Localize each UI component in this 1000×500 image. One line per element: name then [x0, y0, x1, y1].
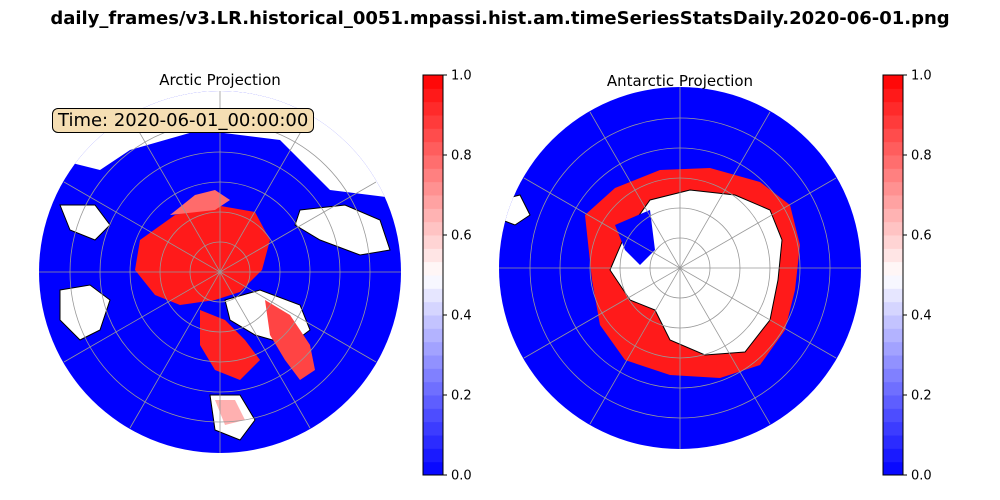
- arctic-colorbar-level: [423, 88, 443, 103]
- antarctic-colorbar-level: [883, 128, 903, 143]
- arctic-colorbar-level: [423, 435, 443, 449]
- antarctic-colorbar-tick-label: 1.0: [911, 69, 932, 84]
- antarctic-colorbar-fill: [883, 75, 903, 476]
- antarctic-colorbar-level: [883, 341, 903, 356]
- arctic-sea-ice-baffin: [265, 300, 315, 380]
- arctic-colorbar-tick-label: 0.6: [451, 229, 472, 244]
- antarctic-open-water: [615, 210, 655, 265]
- arctic-colorbar-level: [423, 235, 443, 249]
- arctic-colorbar-level: [423, 328, 443, 343]
- arctic-colorbar-tick-label: 0.4: [451, 309, 472, 324]
- arctic-colorbar-level: [423, 315, 443, 329]
- antarctic-colorbar-level: [883, 408, 903, 423]
- antarctic-colorbar-level: [883, 248, 903, 263]
- arctic-colorbar-level: [423, 141, 443, 156]
- arctic-colorbar-level: [423, 288, 443, 303]
- arctic-colorbar-level: [423, 461, 443, 476]
- arctic-colorbar-level: [423, 221, 443, 236]
- antarctic-colorbar-level: [883, 381, 903, 396]
- arctic-colorbar-level: [423, 248, 443, 263]
- antarctic-colorbar-level: [883, 461, 903, 476]
- arctic-land-siberia: [294, 204, 391, 256]
- antarctic-colorbar-tick-label: 0.2: [911, 389, 932, 404]
- arctic-panel-title: Arctic Projection: [159, 71, 281, 89]
- antarctic-graticule: [499, 87, 861, 449]
- antarctic-colorbar-tick-label: 0.4: [911, 309, 932, 324]
- time-label: Time: 2020-06-01_00:00:00: [52, 108, 315, 133]
- antarctic-colorbar-level: [883, 315, 903, 329]
- arctic-colorbar-level: [423, 208, 443, 223]
- antarctic-colorbar-level: [883, 301, 903, 316]
- arctic-colorbar-level: [423, 368, 443, 383]
- antarctic-colorbar-level: [883, 221, 903, 236]
- arctic-colorbar-level: [423, 115, 443, 129]
- antarctic-colorbar-level: [883, 155, 903, 169]
- antarctic-colorbar-tick-label: 0.8: [911, 149, 932, 164]
- antarctic-map: [499, 87, 861, 449]
- arctic-colorbar-frame: [422, 74, 444, 476]
- antarctic-colorbar-tick-label: 0.6: [911, 229, 932, 244]
- arctic-colorbar-level: [423, 75, 443, 89]
- antarctic-colorbar-level: [883, 421, 903, 436]
- arctic-land-greenland-west: [59, 204, 111, 241]
- antarctic-colorbar-level: [883, 195, 903, 209]
- arctic-colorbar-level: [423, 275, 443, 289]
- antarctic-colorbar-level: [883, 435, 903, 449]
- figure-title: daily_frames/v3.LR.historical_0051.mpass…: [50, 8, 950, 29]
- antarctic-colorbar-level: [883, 368, 903, 383]
- antarctic-colorbar-level: [883, 88, 903, 103]
- antarctic-colorbar-level: [883, 395, 903, 409]
- arctic-colorbar: 0.0 0.2 0.4 0.6 0.8 1.0: [422, 69, 472, 484]
- arctic-colorbar-level: [423, 355, 443, 369]
- arctic-colorbar-tick-label: 0.0: [451, 469, 472, 484]
- arctic-colorbar-tick-label: 0.8: [451, 149, 472, 164]
- antarctic-colorbar-level: [883, 181, 903, 196]
- arctic-colorbar-level: [423, 128, 443, 143]
- arctic-colorbar-level: [423, 195, 443, 209]
- antarctic-colorbar-frame: [882, 74, 904, 476]
- antarctic-colorbar-tick-label: 0.0: [911, 469, 932, 484]
- arctic-colorbar-level: [423, 408, 443, 423]
- antarctic-colorbar-level: [883, 235, 903, 249]
- antarctic-panel-title: Antarctic Projection: [606, 72, 754, 90]
- antarctic-colorbar-level: [883, 275, 903, 289]
- arctic-colorbar-level: [423, 261, 443, 276]
- antarctic-colorbar-level: [883, 261, 903, 276]
- antarctic-colorbar-level: [883, 208, 903, 223]
- antarctic-colorbar-level: [883, 101, 903, 116]
- arctic-graticule: [39, 91, 401, 453]
- arctic-colorbar-level: [423, 341, 443, 356]
- antarctic-colorbar-level: [883, 115, 903, 129]
- arctic-colorbar-level: [423, 155, 443, 169]
- arctic-colorbar-tick-label: 0.2: [451, 389, 472, 404]
- arctic-sea-ice-edge: [170, 190, 230, 215]
- antarctic-colorbar-level: [883, 355, 903, 369]
- arctic-map: [39, 91, 401, 453]
- arctic-colorbar-level: [423, 448, 443, 463]
- arctic-colorbar-level: [423, 421, 443, 436]
- arctic-colorbar-level: [423, 381, 443, 396]
- antarctic-colorbar-level: [883, 141, 903, 156]
- arctic-colorbar-level: [423, 301, 443, 316]
- arctic-sea-ice-archipelago: [200, 310, 260, 380]
- arctic-colorbar-level: [423, 168, 443, 183]
- antarctic-colorbar: 0.0 0.2 0.4 0.6 0.8 1.0: [882, 69, 932, 484]
- arctic-colorbar-tick-label: 1.0: [451, 69, 472, 84]
- arctic-colorbar-level: [423, 181, 443, 196]
- arctic-colorbar-level: [423, 101, 443, 116]
- antarctic-colorbar-level: [883, 288, 903, 303]
- antarctic-colorbar-level: [883, 328, 903, 343]
- antarctic-colorbar-level: [883, 168, 903, 183]
- arctic-colorbar-level: [423, 395, 443, 409]
- antarctic-colorbar-level: [883, 75, 903, 89]
- arctic-colorbar-fill: [423, 75, 443, 476]
- arctic-sea-ice-core: [135, 205, 270, 305]
- arctic-sea-ice-bering: [215, 400, 245, 425]
- antarctic-colorbar-level: [883, 448, 903, 463]
